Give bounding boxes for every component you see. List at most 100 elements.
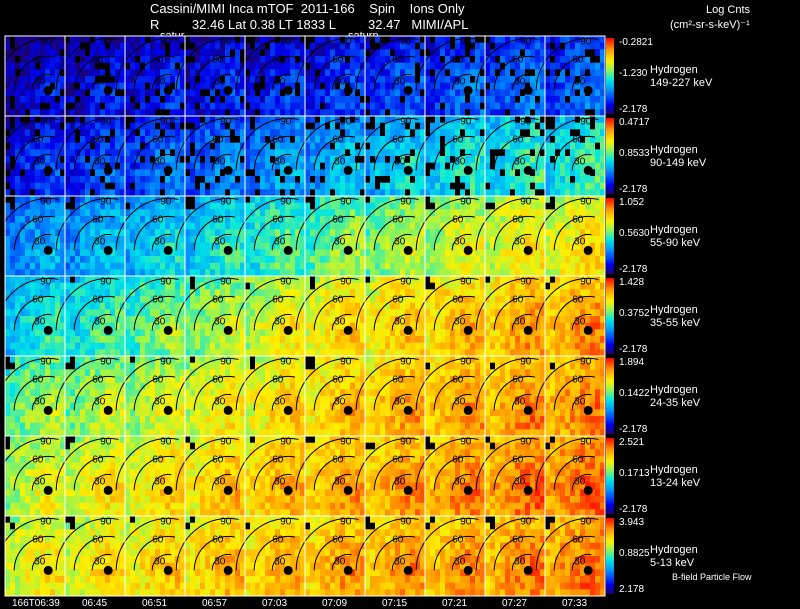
colorbar-tick-label: -2.178: [619, 264, 648, 275]
ena-panel: [235, 435, 306, 517]
saturn-marker: [463, 325, 473, 335]
ena-panel: [175, 435, 246, 517]
contour-label: 90: [280, 516, 292, 527]
time-tick-label: 06:57: [202, 598, 228, 609]
ena-panel: [55, 275, 126, 357]
contour-label: 90: [520, 436, 532, 447]
contour-label: 60: [572, 294, 584, 305]
contour-label: 90: [220, 276, 232, 287]
contour-label: 90: [340, 436, 352, 447]
colorbar-tick-label: 0.8825: [619, 548, 650, 559]
contour-label: 60: [572, 214, 584, 225]
contour-label: 60: [32, 374, 44, 385]
ena-panel: [535, 515, 606, 597]
saturn-marker: [223, 325, 233, 335]
contour-label: 60: [572, 54, 584, 65]
ena-panel: [175, 515, 246, 597]
ena-panel: [175, 195, 246, 277]
contour-label: 30: [274, 76, 286, 87]
contour-label: 60: [512, 294, 524, 305]
contour-label: 90: [580, 356, 592, 367]
contour-label: 90: [160, 116, 172, 127]
ena-panel: [475, 355, 546, 437]
contour-label: 60: [572, 534, 584, 545]
saturn-marker: [103, 405, 113, 415]
contour-label: 90: [580, 196, 592, 207]
ena-panel: [175, 115, 246, 197]
contour-label: 90: [100, 116, 112, 127]
contour-label: 60: [452, 54, 464, 65]
contour-label: 30: [334, 396, 346, 407]
ena-panel: [115, 515, 186, 597]
ena-panel: [0, 515, 66, 597]
contour-label: 30: [394, 316, 406, 327]
ena-panel: [115, 35, 186, 117]
contour-label: 30: [574, 556, 586, 567]
contour-label: 90: [160, 356, 172, 367]
ena-panel: [295, 435, 366, 517]
saturn-marker: [163, 565, 173, 575]
time-tick-label: 07:21: [442, 598, 468, 609]
contour-label: 60: [92, 294, 104, 305]
ena-panel: [355, 195, 426, 277]
contour-label: 90: [220, 116, 232, 127]
colorbar-tick-label: 0.3752: [619, 308, 650, 319]
contour-label: 30: [454, 156, 466, 167]
ena-panel: [415, 115, 486, 197]
contour-label: 30: [214, 316, 226, 327]
contour-label: 30: [334, 476, 346, 487]
contour-label: 90: [40, 356, 52, 367]
saturn-marker: [43, 325, 53, 335]
contour-label: 30: [574, 476, 586, 487]
saturn-marker: [223, 245, 233, 255]
contour-label: 90: [340, 276, 352, 287]
contour-label: 60: [512, 134, 524, 145]
ena-panel: [115, 275, 186, 357]
contour-label: 60: [452, 534, 464, 545]
contour-label: 30: [574, 396, 586, 407]
ena-panel: [535, 435, 606, 517]
ena-panel: [295, 355, 366, 437]
contour-label: 60: [332, 294, 344, 305]
contour-label: 90: [280, 436, 292, 447]
contour-label: 90: [100, 516, 112, 527]
contour-label: 30: [154, 76, 166, 87]
ena-panel: [535, 275, 606, 357]
saturn-marker: [223, 405, 233, 415]
saturn-marker: [103, 565, 113, 575]
contour-label: 90: [520, 356, 532, 367]
colorbar: [606, 518, 614, 594]
saturn-marker: [583, 405, 593, 415]
contour-label: 30: [274, 316, 286, 327]
contour-label: 30: [334, 236, 346, 247]
saturn-marker: [163, 245, 173, 255]
saturn-marker: [403, 485, 413, 495]
contour-label: 60: [392, 534, 404, 545]
ena-panel: [355, 355, 426, 437]
contour-label: 90: [340, 356, 352, 367]
energy-band-label: Hydrogen 13-24 keV: [650, 464, 700, 490]
energy-band-label: Hydrogen 55-90 keV: [650, 224, 700, 250]
saturn-marker: [103, 165, 113, 175]
saturn-marker: [403, 565, 413, 575]
contour-label: 90: [40, 196, 52, 207]
time-tick-label: 07:33: [562, 598, 588, 609]
contour-label: 90: [40, 276, 52, 287]
time-tick-label: 07:15: [382, 598, 408, 609]
contour-label: 30: [274, 476, 286, 487]
species-label: Hydrogen: [650, 64, 698, 76]
energy-range-label: 90-149 keV: [650, 157, 707, 169]
contour-label: 30: [514, 396, 526, 407]
ena-panel: [235, 115, 306, 197]
contour-label: 30: [34, 316, 46, 327]
saturn-marker: [463, 485, 473, 495]
contour-label: 30: [454, 556, 466, 567]
contour-label: 60: [332, 374, 344, 385]
ena-panel: [475, 115, 546, 197]
saturn-marker: [463, 565, 473, 575]
ena-panel: [55, 115, 126, 197]
contour-label: 90: [580, 516, 592, 527]
contour-label: 60: [92, 374, 104, 385]
contour-label: 30: [154, 316, 166, 327]
ena-panel: [55, 355, 126, 437]
